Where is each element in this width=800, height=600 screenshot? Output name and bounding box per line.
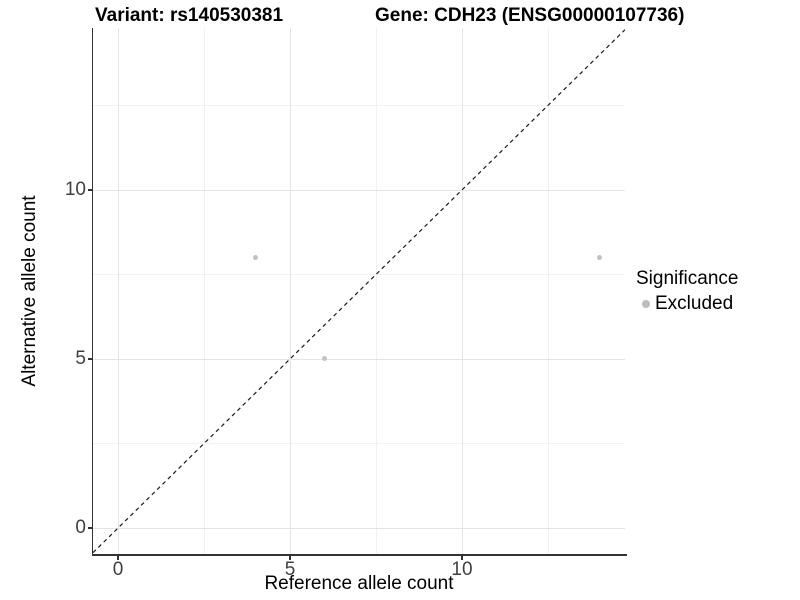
data-point xyxy=(253,255,259,261)
x-minor-gridline xyxy=(376,28,378,554)
plot-title-variant: Variant: rs140530381 xyxy=(95,5,284,26)
data-point xyxy=(321,356,327,362)
y-minor-gridline xyxy=(93,105,625,107)
x-minor-gridline xyxy=(204,28,206,554)
legend-item: Excluded xyxy=(636,293,738,315)
y-tick-mark xyxy=(87,358,92,360)
data-point xyxy=(597,255,603,261)
identity-line xyxy=(93,29,625,554)
x-major-gridline xyxy=(290,28,292,554)
legend-item-label: Excluded xyxy=(655,293,734,314)
x-minor-gridline xyxy=(547,28,549,554)
plot-panel xyxy=(93,28,625,554)
y-tick-label: 5 xyxy=(75,347,86,369)
x-tick-mark xyxy=(289,555,291,560)
y-axis-title: Alternative allele count xyxy=(19,195,40,387)
legend-title: Significance xyxy=(636,268,739,289)
identity-line-layer xyxy=(93,29,625,554)
x-tick-mark xyxy=(461,555,463,560)
legend-key-dot xyxy=(642,300,650,308)
y-major-gridline xyxy=(93,189,625,191)
x-tick-mark xyxy=(117,555,119,560)
x-tick-label: 5 xyxy=(284,559,296,580)
x-axis-title: Reference allele count xyxy=(264,573,454,594)
plot-title-gene: Gene: CDH23 (ENSG00000107736) xyxy=(375,5,685,26)
x-major-gridline xyxy=(118,28,120,554)
y-major-gridline xyxy=(93,358,625,360)
x-axis-line xyxy=(91,554,627,556)
y-tick-label: 10 xyxy=(64,178,86,200)
x-major-gridline xyxy=(461,28,463,554)
legend: Significance Excluded xyxy=(636,268,738,315)
y-minor-gridline xyxy=(93,274,625,276)
legend-items: Excluded xyxy=(636,293,738,315)
x-tick-label: 0 xyxy=(112,559,124,580)
y-major-gridline xyxy=(93,527,625,529)
y-tick-mark xyxy=(87,189,92,191)
y-axis-line xyxy=(91,28,93,556)
y-tick-label: 0 xyxy=(75,516,86,538)
y-minor-gridline xyxy=(93,443,625,445)
x-tick-label: 10 xyxy=(451,559,473,580)
y-tick-mark xyxy=(87,527,92,529)
